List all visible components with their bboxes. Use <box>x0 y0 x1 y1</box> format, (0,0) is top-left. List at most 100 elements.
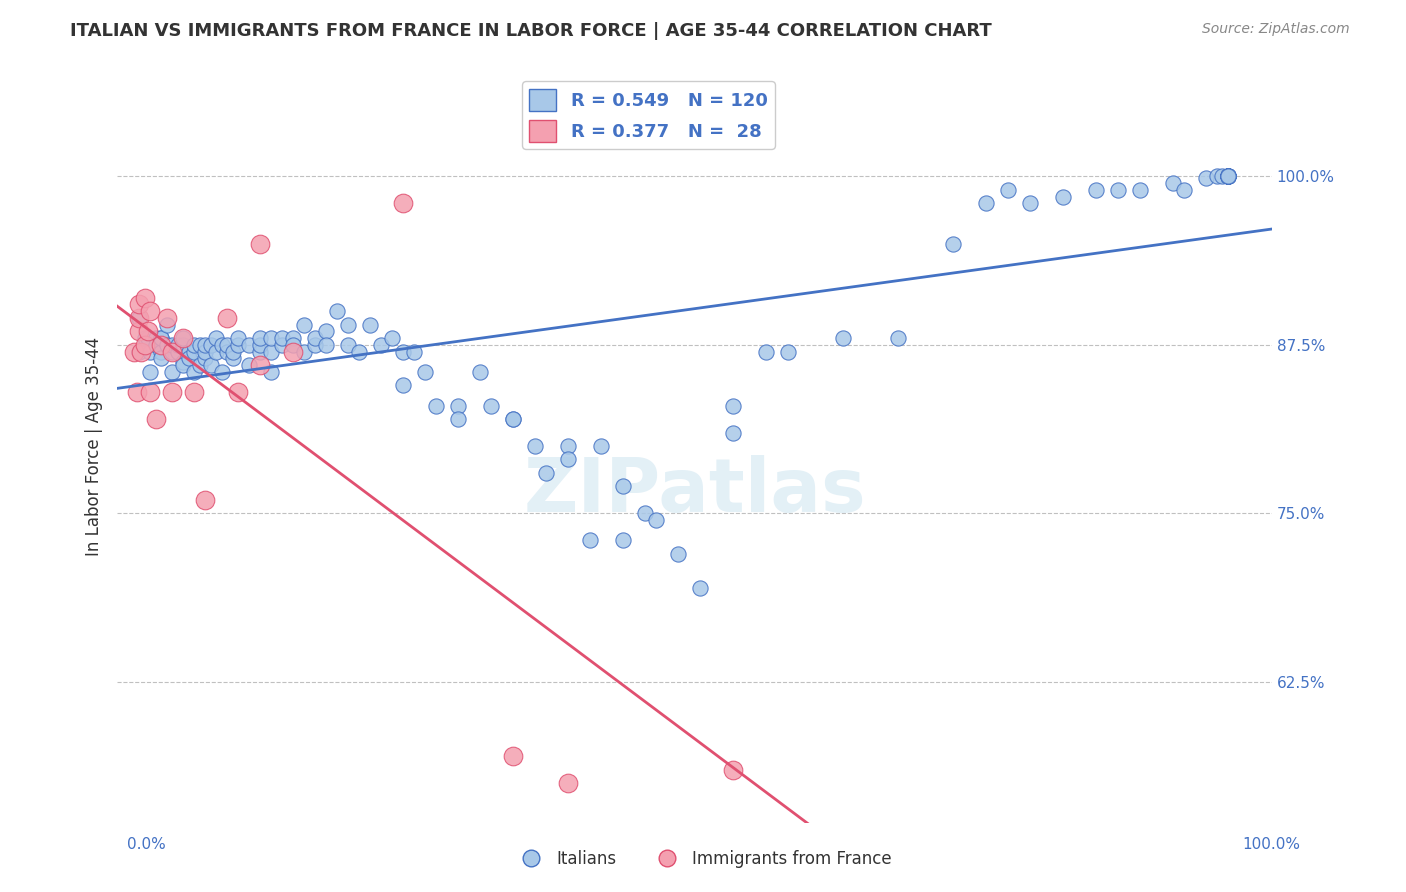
Point <box>145 338 167 352</box>
Point <box>468 365 491 379</box>
Legend: Italians, Immigrants from France: Italians, Immigrants from France <box>508 844 898 875</box>
Point <box>281 344 304 359</box>
Point <box>249 338 271 352</box>
Point <box>221 344 243 359</box>
Point <box>612 479 634 493</box>
Point <box>172 331 194 345</box>
Point <box>136 325 159 339</box>
Point <box>271 331 294 345</box>
Point <box>150 338 173 352</box>
Point <box>326 304 349 318</box>
Point <box>404 344 426 359</box>
Point <box>392 196 415 211</box>
Point <box>502 412 524 426</box>
Point <box>304 338 326 352</box>
Point <box>612 533 634 548</box>
Point <box>1216 169 1239 184</box>
Point <box>136 331 159 345</box>
Point <box>188 358 211 372</box>
Point <box>974 196 997 211</box>
Point <box>134 331 156 345</box>
Point <box>139 344 162 359</box>
Point <box>211 365 233 379</box>
Legend: R = 0.549   N = 120, R = 0.377   N =  28: R = 0.549 N = 120, R = 0.377 N = 28 <box>522 81 775 149</box>
Point <box>479 399 502 413</box>
Point <box>226 338 249 352</box>
Point <box>205 344 228 359</box>
Point <box>502 412 524 426</box>
Point <box>502 749 524 764</box>
Point <box>1216 169 1239 184</box>
Point <box>166 338 188 352</box>
Point <box>776 344 799 359</box>
Point <box>156 318 179 332</box>
Point <box>160 344 183 359</box>
Point <box>128 310 150 325</box>
Point <box>221 351 243 366</box>
Point <box>172 338 194 352</box>
Point <box>188 338 211 352</box>
Point <box>304 331 326 345</box>
Point <box>172 358 194 372</box>
Point <box>425 399 447 413</box>
Point <box>447 412 470 426</box>
Point <box>128 297 150 311</box>
Point <box>217 310 239 325</box>
Point <box>125 385 148 400</box>
Point <box>260 365 283 379</box>
Point <box>194 344 217 359</box>
Text: 100.0%: 100.0% <box>1243 838 1301 852</box>
Point <box>128 344 150 359</box>
Point <box>413 365 436 379</box>
Point <box>200 338 222 352</box>
Text: ZIPatlas: ZIPatlas <box>523 455 866 528</box>
Point <box>721 399 744 413</box>
Point <box>579 533 602 548</box>
Point <box>211 338 233 352</box>
Point <box>534 466 557 480</box>
Point <box>160 344 183 359</box>
Point <box>557 776 579 790</box>
Point <box>166 344 188 359</box>
Point <box>755 344 778 359</box>
Point <box>260 331 283 345</box>
Point <box>1052 189 1074 203</box>
Point <box>150 351 173 366</box>
Point <box>292 318 315 332</box>
Point <box>1161 176 1184 190</box>
Point <box>156 338 179 352</box>
Point <box>381 331 404 345</box>
Point <box>183 385 205 400</box>
Point <box>177 344 200 359</box>
Point <box>194 351 217 366</box>
Point <box>315 325 337 339</box>
Point <box>249 344 271 359</box>
Point <box>634 507 657 521</box>
Point <box>1216 169 1239 184</box>
Point <box>281 338 304 352</box>
Point <box>557 439 579 453</box>
Point <box>1216 169 1239 184</box>
Point <box>292 344 315 359</box>
Point <box>591 439 613 453</box>
Point <box>249 236 271 251</box>
Point <box>1216 169 1239 184</box>
Point <box>226 331 249 345</box>
Point <box>347 344 370 359</box>
Point <box>942 236 965 251</box>
Point <box>139 385 162 400</box>
Point <box>689 581 711 595</box>
Point <box>666 547 689 561</box>
Point <box>139 365 162 379</box>
Point <box>183 338 205 352</box>
Point <box>131 344 153 359</box>
Point <box>997 183 1019 197</box>
Point <box>128 310 150 325</box>
Point <box>150 331 173 345</box>
Point <box>194 338 217 352</box>
Point <box>139 304 162 318</box>
Point <box>205 331 228 345</box>
Point <box>134 291 156 305</box>
Point <box>1084 183 1107 197</box>
Point <box>1216 169 1239 184</box>
